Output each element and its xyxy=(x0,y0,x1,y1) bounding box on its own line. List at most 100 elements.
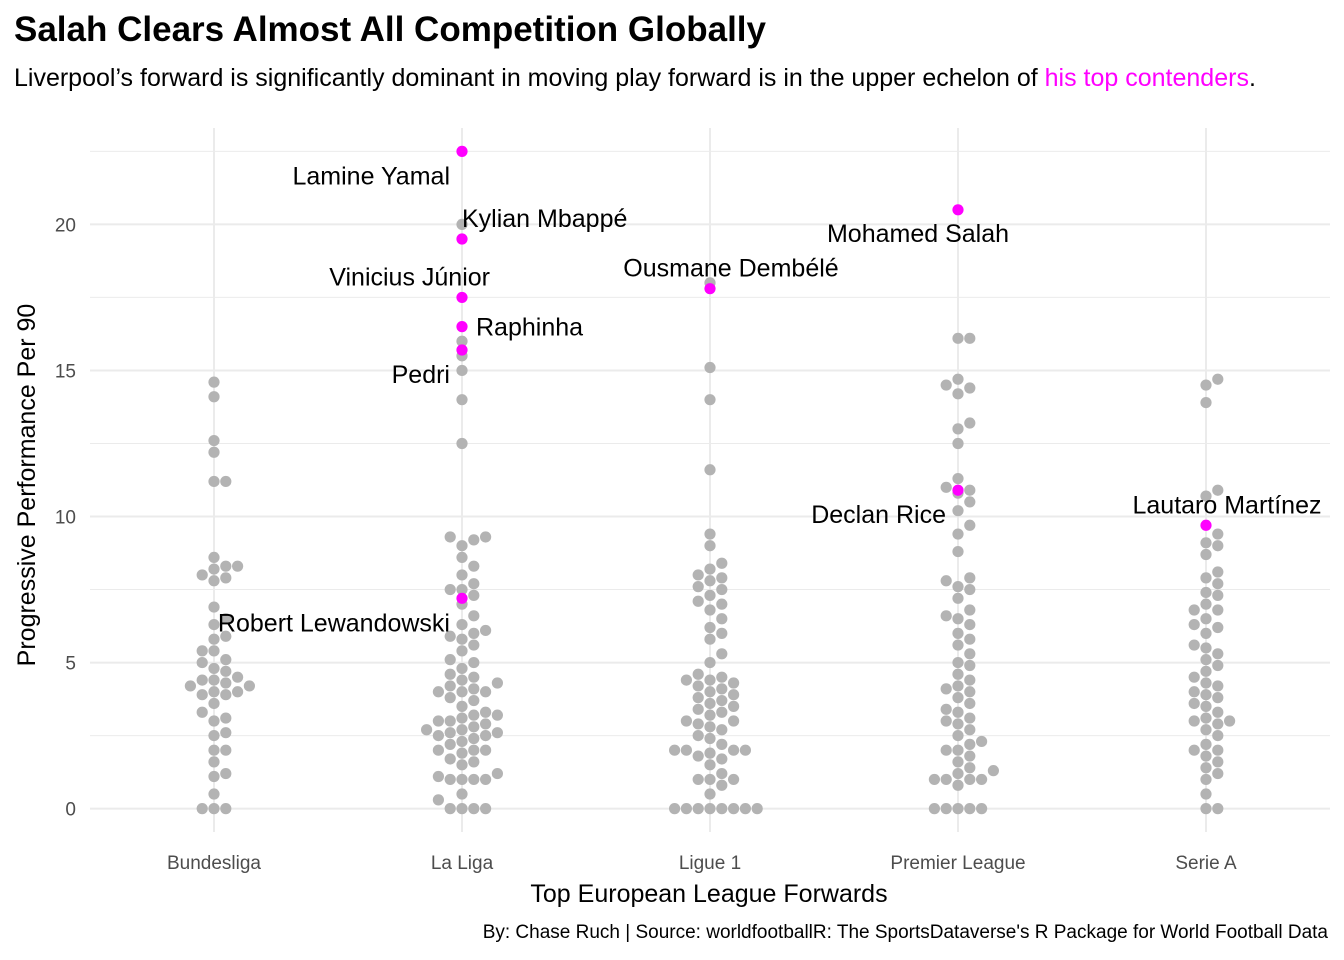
data-point xyxy=(976,735,988,748)
data-point xyxy=(208,645,220,657)
data-point xyxy=(456,583,468,596)
highlight-label: Mohamed Salah xyxy=(827,220,1009,248)
data-point xyxy=(704,747,716,759)
data-point xyxy=(1212,373,1224,385)
data-point xyxy=(243,680,255,692)
data-point xyxy=(456,724,468,736)
data-point xyxy=(468,744,480,756)
data-point xyxy=(692,692,704,704)
data-point xyxy=(456,551,468,564)
data-point xyxy=(952,388,964,400)
data-point xyxy=(692,718,704,730)
data-point xyxy=(208,662,220,675)
data-point xyxy=(704,788,716,800)
data-point xyxy=(952,744,964,756)
data-point xyxy=(468,589,480,601)
data-point xyxy=(480,730,492,742)
data-point xyxy=(964,750,976,762)
data-point xyxy=(1212,744,1224,756)
data-point xyxy=(1200,572,1212,584)
data-point xyxy=(208,618,220,631)
data-point xyxy=(480,624,492,637)
data-point xyxy=(952,639,964,651)
data-point xyxy=(456,645,468,657)
y-tick-label: 10 xyxy=(55,508,76,529)
data-point xyxy=(220,803,232,815)
data-point xyxy=(952,472,964,485)
y-tick-label: 0 xyxy=(65,800,76,821)
data-point xyxy=(716,753,728,765)
data-point xyxy=(1212,706,1224,718)
data-point xyxy=(456,569,468,581)
data-point xyxy=(184,680,196,692)
data-point xyxy=(208,434,220,447)
data-point xyxy=(208,674,220,686)
data-point xyxy=(468,639,480,651)
data-point xyxy=(456,662,468,675)
data-point xyxy=(208,376,220,388)
data-point xyxy=(208,601,220,613)
data-point xyxy=(669,744,681,756)
x-tick-label: Ligue 1 xyxy=(679,853,741,874)
data-point xyxy=(716,706,728,718)
data-point xyxy=(940,703,952,715)
data-point xyxy=(456,540,468,552)
data-point xyxy=(444,753,456,765)
data-point xyxy=(421,724,433,736)
data-point xyxy=(468,694,480,707)
data-point xyxy=(432,794,444,806)
data-point xyxy=(1200,598,1212,610)
data-point xyxy=(716,738,728,750)
data-point xyxy=(208,475,220,488)
data-point xyxy=(716,724,728,736)
data-point xyxy=(1188,618,1200,631)
point-labels: Lamine Yamal Kylian Mbappé Vinicius Júnior… xyxy=(218,162,1322,637)
data-point xyxy=(692,595,704,607)
highlight-point xyxy=(456,592,468,604)
data-point xyxy=(208,563,220,575)
data-point xyxy=(456,364,468,377)
data-point xyxy=(704,394,716,406)
data-point xyxy=(1200,677,1212,689)
data-point xyxy=(468,671,480,683)
data-point xyxy=(1200,379,1212,391)
data-point xyxy=(480,706,492,718)
data-point xyxy=(1188,671,1200,683)
data-point xyxy=(728,715,740,727)
data-point xyxy=(196,706,208,718)
data-point xyxy=(456,437,468,450)
data-point xyxy=(940,715,952,727)
data-point xyxy=(728,677,740,689)
data-point xyxy=(208,391,220,403)
highlight-point xyxy=(456,291,468,304)
data-point xyxy=(480,803,492,815)
data-point xyxy=(456,394,468,406)
data-point xyxy=(940,575,952,587)
data-point xyxy=(220,665,232,677)
data-point xyxy=(964,417,976,429)
highlight-point xyxy=(1200,519,1212,531)
data-point xyxy=(480,686,492,698)
data-point xyxy=(480,531,492,543)
data-point xyxy=(928,773,941,786)
highlight-point xyxy=(456,145,468,157)
chart-caption: By: Chase Ruch | Source: worldfootballR:… xyxy=(482,922,1328,943)
x-tick-label: Serie A xyxy=(1175,853,1237,874)
data-point xyxy=(964,382,976,394)
data-point xyxy=(456,700,468,712)
data-point xyxy=(232,560,244,572)
data-point xyxy=(964,674,976,686)
data-point xyxy=(208,788,220,800)
data-point xyxy=(468,627,480,639)
data-point xyxy=(1212,484,1224,496)
data-point xyxy=(952,581,964,593)
data-point xyxy=(716,627,728,639)
highlight-label: Robert Lewandowski xyxy=(218,609,450,637)
data-point xyxy=(964,697,976,710)
data-point xyxy=(952,668,964,680)
highlight-point xyxy=(952,204,964,216)
data-point xyxy=(1200,788,1212,800)
data-point xyxy=(491,767,503,780)
data-point xyxy=(964,762,976,774)
data-point xyxy=(728,744,740,756)
